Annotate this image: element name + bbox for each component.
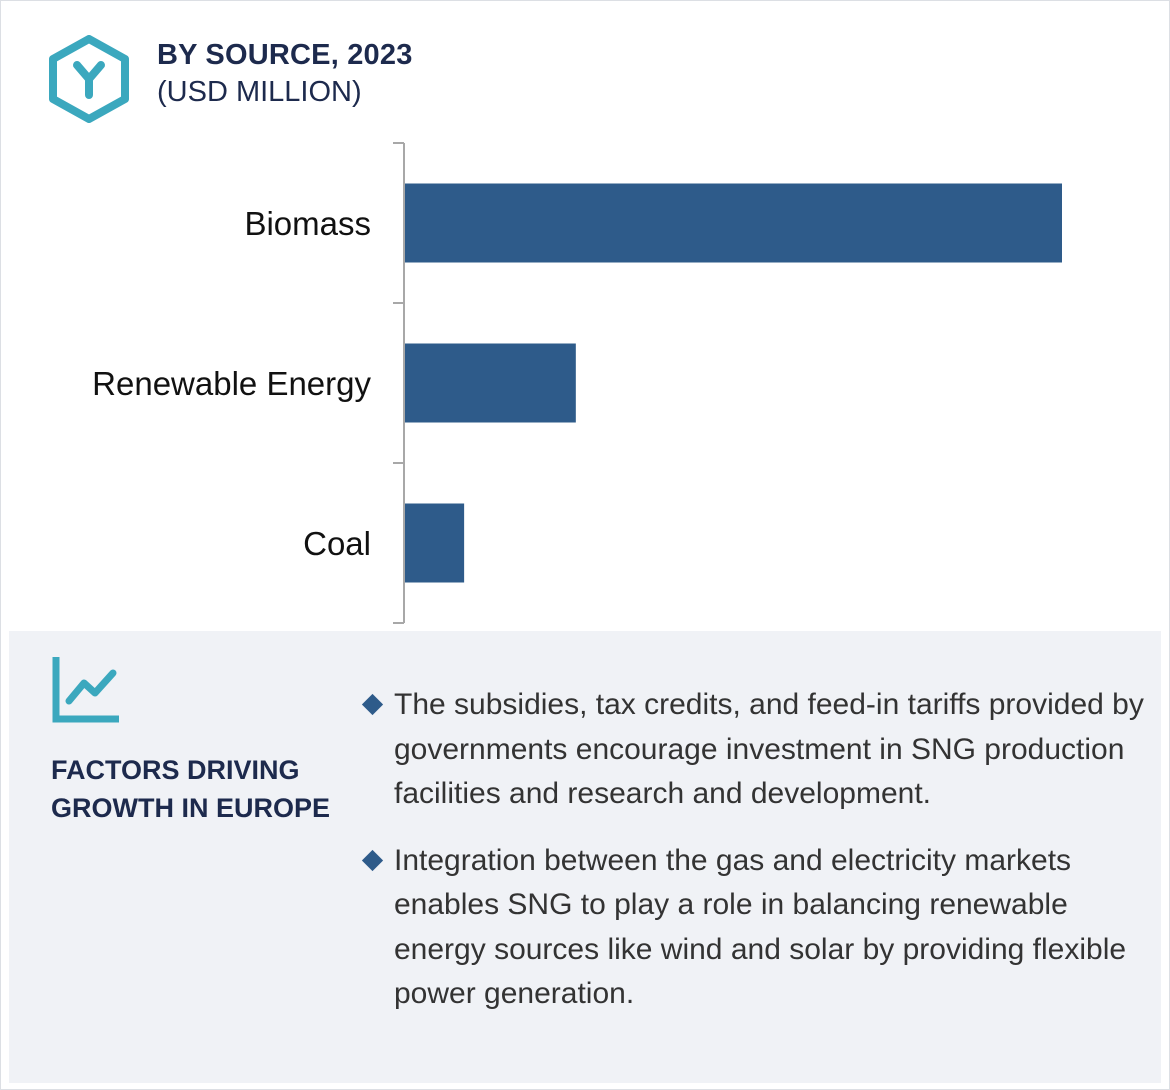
chart-subtitle: (USD MILLION)	[157, 76, 362, 108]
diamond-bullet-icon	[361, 693, 384, 716]
hexagon-y-logo-icon	[49, 35, 129, 123]
bar-chart: Biomass Renewable Energy Coal	[92, 142, 1062, 624]
list-item: Integration between the gas and electric…	[359, 839, 1149, 1017]
category-label: Biomass	[244, 205, 371, 242]
bar-coal	[405, 503, 465, 583]
category-label: Renewable Energy	[92, 365, 371, 402]
chart-title: BY SOURCE, 2023	[157, 39, 413, 71]
factors-list: The subsidies, tax credits, and feed-in …	[359, 683, 1149, 1039]
factors-panel: FACTORS DRIVING GROWTH IN EUROPE The sub…	[9, 631, 1161, 1083]
bar-renewable-energy	[405, 343, 576, 423]
factors-title: FACTORS DRIVING GROWTH IN EUROPE	[51, 755, 331, 823]
bar-biomass	[405, 183, 1062, 263]
category-label: Coal	[303, 525, 371, 562]
bullet-text: The subsidies, tax credits, and feed-in …	[394, 688, 1144, 810]
trend-line-chart-icon	[52, 657, 119, 723]
list-item: The subsidies, tax credits, and feed-in …	[359, 683, 1149, 817]
diamond-bullet-icon	[361, 849, 384, 871]
bullet-text: Integration between the gas and electric…	[394, 843, 1127, 1011]
